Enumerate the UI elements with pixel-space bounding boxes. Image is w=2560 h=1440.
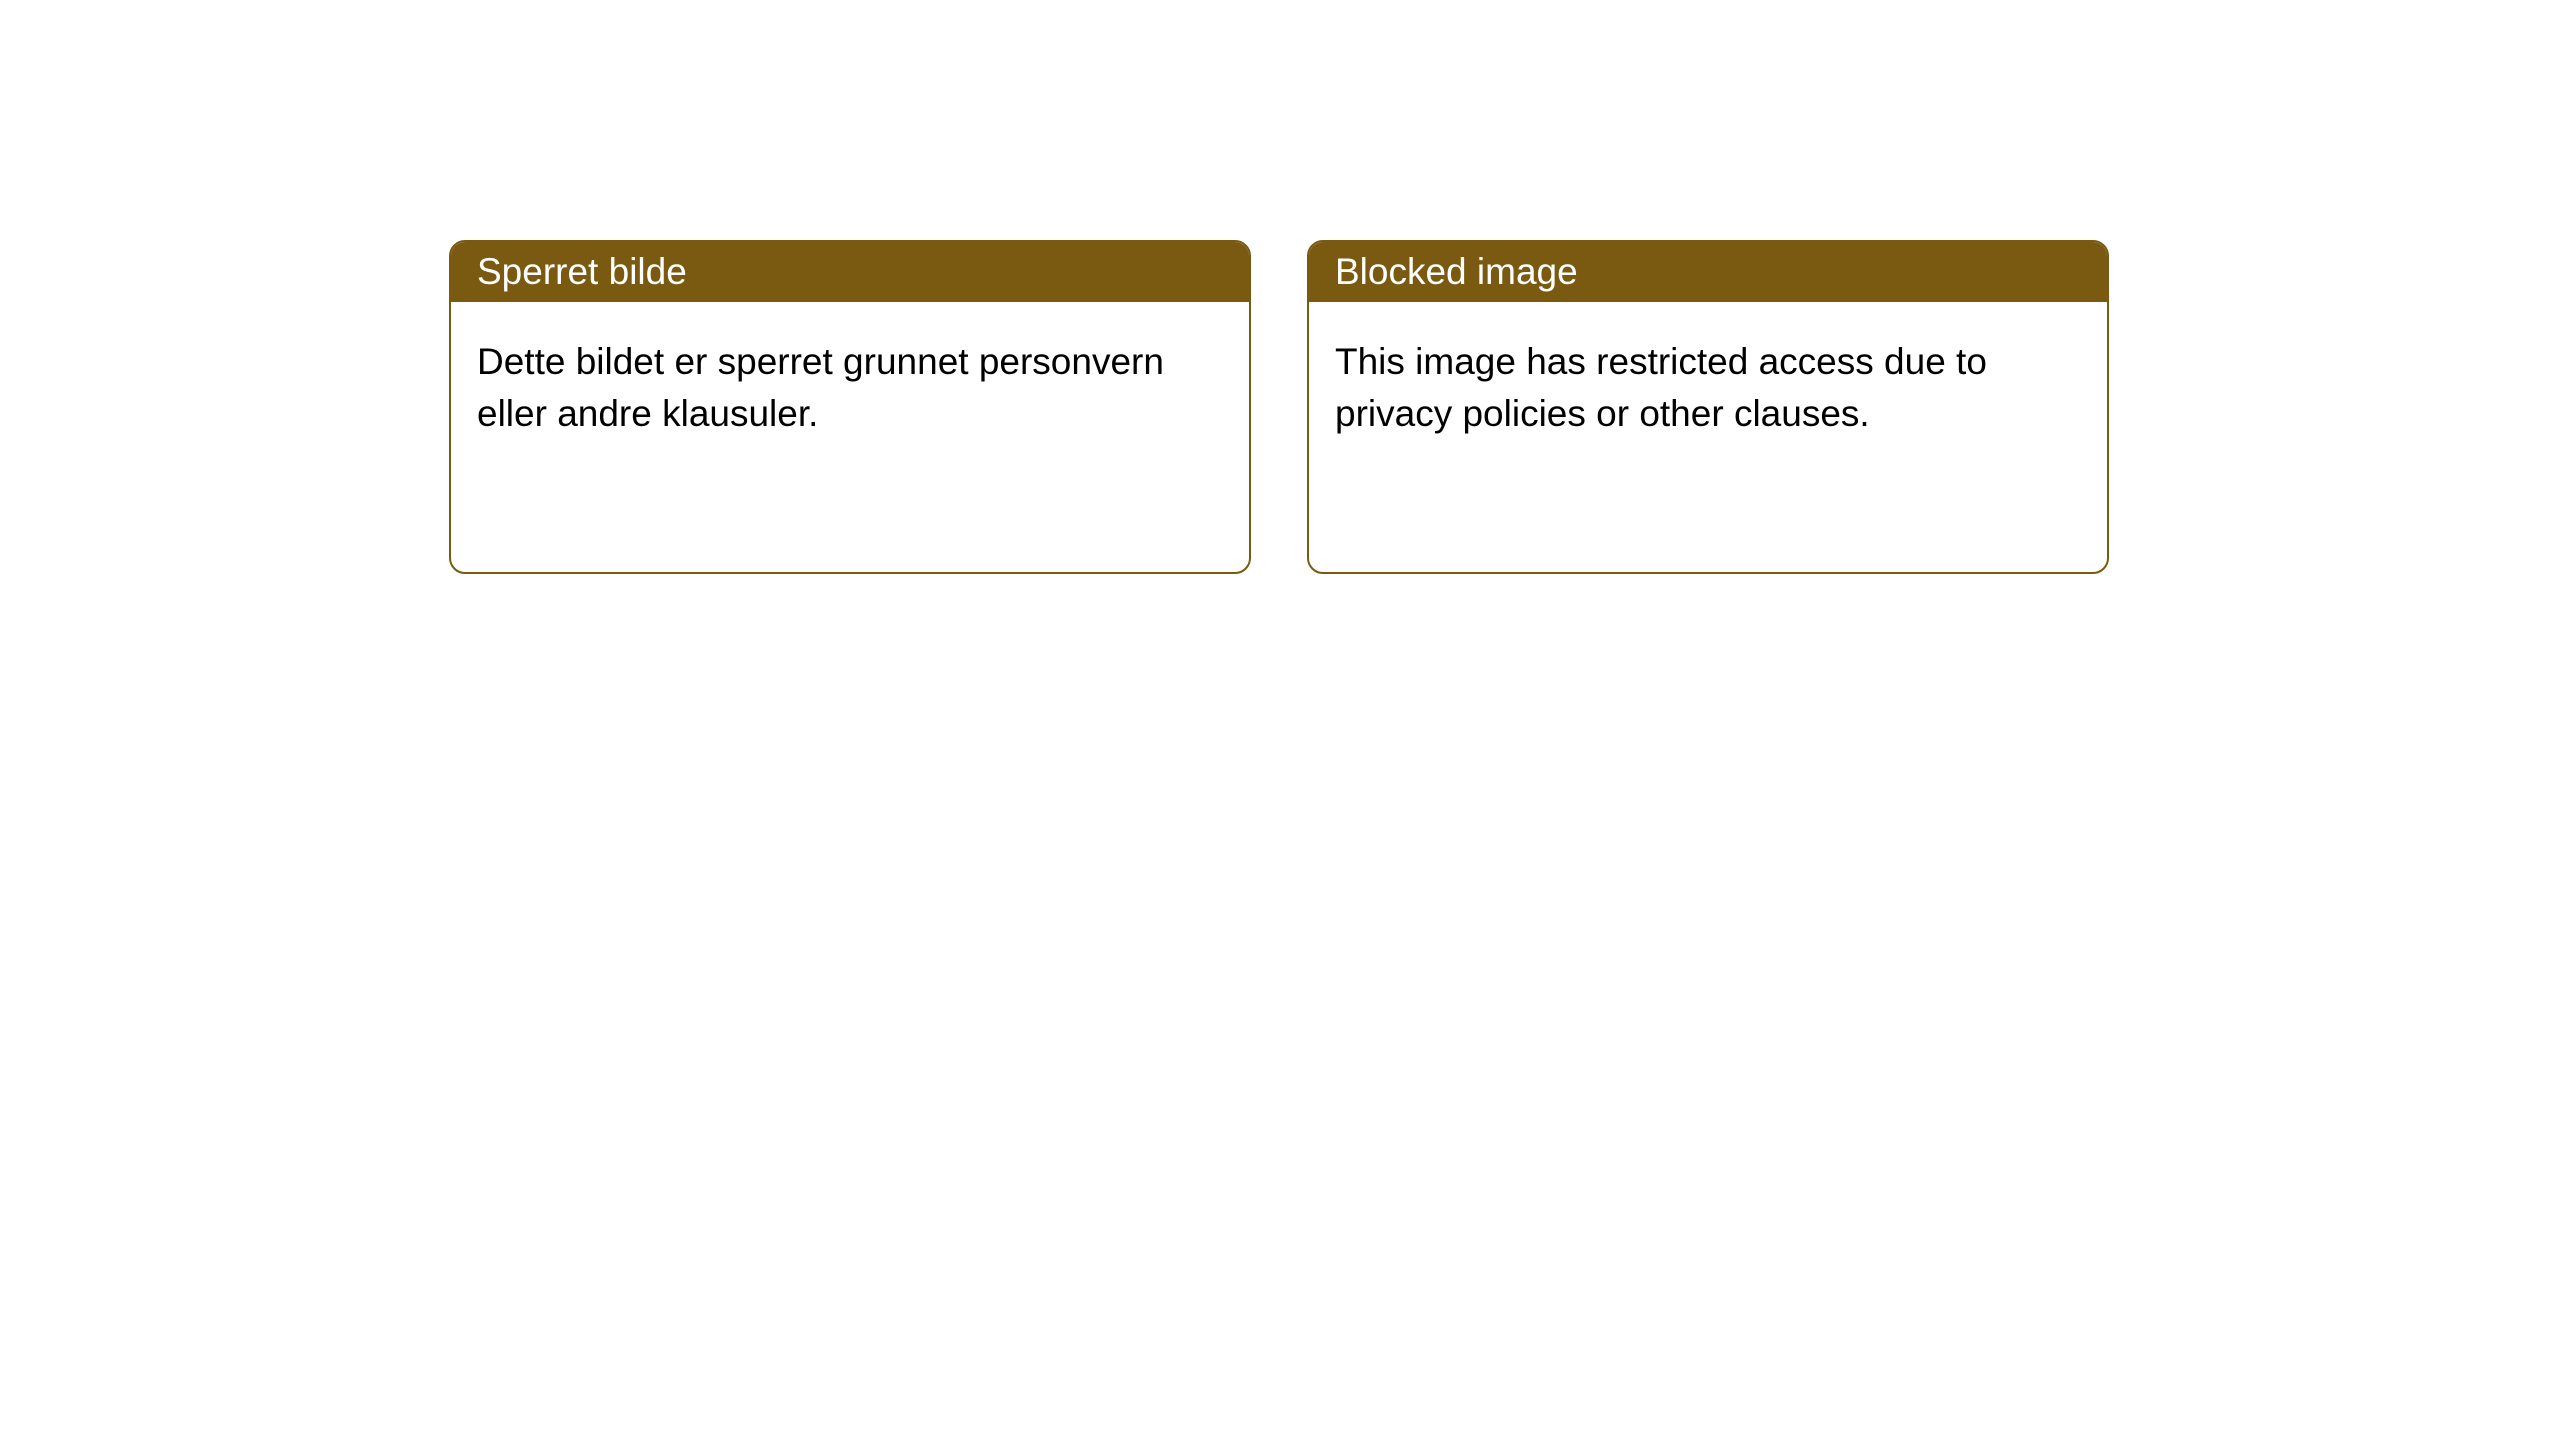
card-body-text: Dette bildet er sperret grunnet personve… [477,341,1164,434]
card-body-text: This image has restricted access due to … [1335,341,1987,434]
card-body: Dette bildet er sperret grunnet personve… [451,302,1249,474]
card-header: Sperret bilde [451,242,1249,302]
card-body: This image has restricted access due to … [1309,302,2107,474]
card-header-title: Sperret bilde [477,251,687,293]
card-header: Blocked image [1309,242,2107,302]
notice-cards-container: Sperret bilde Dette bildet er sperret gr… [449,240,2109,574]
card-header-title: Blocked image [1335,251,1578,293]
notice-card-english: Blocked image This image has restricted … [1307,240,2109,574]
notice-card-norwegian: Sperret bilde Dette bildet er sperret gr… [449,240,1251,574]
